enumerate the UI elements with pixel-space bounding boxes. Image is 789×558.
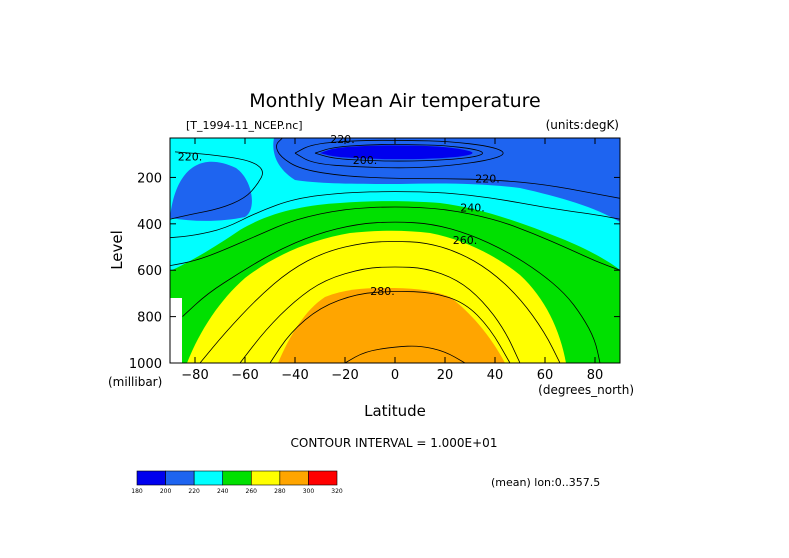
- colorbar-label: 320: [331, 488, 343, 495]
- plot-area: [170, 138, 620, 363]
- x-tick-label: −20: [331, 368, 358, 383]
- contour-label: 260.: [453, 234, 478, 247]
- contour-line-220: [170, 151, 263, 220]
- x-axis-units: (degrees_north): [538, 383, 634, 397]
- colorbar: 180 200 220 240 260 280 300 320: [131, 470, 343, 495]
- colorbar-label: 300: [303, 488, 315, 495]
- y-axis-label: Level: [108, 230, 126, 270]
- y-tick-label: 200: [137, 171, 162, 186]
- contour-line-250: [182, 221, 601, 363]
- contour-label: 280.: [370, 285, 395, 298]
- band-200-220-top: [273, 138, 620, 222]
- x-axis-label: Latitude: [364, 402, 426, 420]
- x-tick-label: 0: [391, 368, 399, 383]
- y-tick-label: 800: [137, 311, 162, 326]
- band-200-220-left: [170, 161, 252, 362]
- contour-labels: 220. 220. 200. 220. 240. 260. 280.: [178, 133, 500, 298]
- mean-note: (mean) lon:0..357.5: [491, 476, 600, 489]
- contour-label: 220.: [330, 133, 355, 146]
- contour-label: 220.: [178, 151, 203, 164]
- x-tick-label: −80: [181, 368, 208, 383]
- y-axis-units: (millibar): [108, 375, 162, 389]
- x-tick-label: −40: [281, 368, 308, 383]
- x-tick-label: 60: [537, 368, 554, 383]
- band-below-200: [320, 145, 473, 160]
- contour-line-290: [344, 345, 466, 363]
- contour-line-280: [269, 291, 511, 363]
- colorbar-swatch: [136, 470, 166, 486]
- colorbar-swatch: [193, 470, 224, 486]
- x-tick-label: 40: [487, 368, 504, 383]
- x-axis: −80 −60 −40 −20 0 20 40 60 80: [181, 138, 603, 383]
- contour-line-200: [314, 144, 483, 162]
- contour-line-270: [239, 266, 521, 363]
- colorbar-swatch: [308, 470, 338, 486]
- y-tick-label: 1000: [129, 357, 162, 372]
- colorbar-label: 220: [188, 488, 200, 495]
- missing-data-area: [170, 298, 182, 363]
- colorbar-swatch: [279, 470, 309, 486]
- contour-line-260: [199, 241, 561, 363]
- x-tick-label: 80: [587, 368, 604, 383]
- chart-title: Monthly Mean Air temperature: [249, 90, 540, 112]
- colorbar-label: 180: [131, 488, 143, 495]
- contour-lines: [170, 138, 620, 363]
- x-tick-label: −60: [231, 368, 258, 383]
- y-tick-label: 600: [137, 264, 162, 279]
- contour-line-220: [276, 138, 620, 199]
- colorbar-swatch: [250, 470, 281, 486]
- y-axis: 200 400 600 800 1000: [129, 171, 620, 372]
- contour-label: 220.: [475, 173, 500, 186]
- x-tick-label: 20: [437, 368, 454, 383]
- units-label: (units:degK): [546, 118, 619, 132]
- colorbar-label: 200: [160, 488, 172, 495]
- colorbar-label: 240: [217, 488, 229, 495]
- contour-label: 200.: [353, 154, 378, 167]
- contour-interval-note: CONTOUR INTERVAL = 1.000E+01: [291, 436, 498, 450]
- source-label: [T_1994-11_NCEP.nc]: [186, 119, 303, 132]
- contour-line-240: [170, 206, 620, 271]
- contour-line-230: [170, 191, 620, 239]
- contour-label: 240.: [460, 202, 485, 215]
- colorbar-swatch: [165, 470, 195, 486]
- contour-line-210: [294, 139, 504, 169]
- colorbar-swatch: [222, 470, 252, 486]
- colorbar-label: 260: [246, 488, 258, 495]
- y-tick-label: 400: [137, 218, 162, 233]
- band-280-300: [278, 288, 505, 363]
- colorbar-label: 280: [274, 488, 286, 495]
